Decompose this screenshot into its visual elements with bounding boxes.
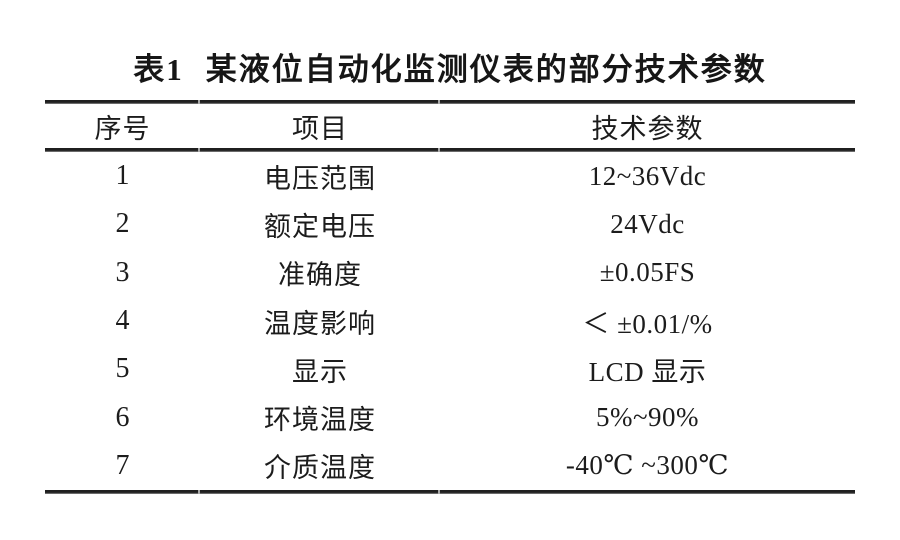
- table-title: 表1 某液位自动化监测仪表的部分技术参数: [0, 50, 900, 90]
- table-row: 7 介质温度 -40℃ ~300℃: [45, 442, 855, 490]
- table-bottom-rule: [45, 490, 855, 495]
- table-row: 1 电压范围 12~36Vdc: [45, 152, 855, 200]
- row-value: ±0.05FS: [599, 257, 696, 288]
- row-value: 12~36Vdc: [588, 160, 707, 191]
- column-header-param: 技术参数: [591, 113, 704, 144]
- row-value: LCD 显示: [588, 356, 707, 387]
- table-title-label: 表1: [133, 52, 184, 87]
- row-no: 6: [115, 401, 130, 433]
- column-header-no: 序号: [94, 113, 151, 144]
- row-value: -40℃ ~300℃: [565, 450, 730, 481]
- row-value: ＜ ±0.01/%: [582, 308, 713, 339]
- row-value: 24Vdc: [610, 208, 685, 239]
- row-no: 5: [115, 353, 130, 385]
- table-row: 4 温度影响 ＜ ±0.01/%: [45, 297, 855, 345]
- row-no: 2: [115, 208, 130, 240]
- table-row: 3 准确度 ±0.05FS: [45, 249, 855, 297]
- row-no: 1: [115, 160, 130, 192]
- row-item: 介质温度: [264, 453, 376, 484]
- rule-joint: [198, 100, 200, 104]
- column-header-item: 项目: [292, 113, 348, 144]
- rule-joint: [198, 148, 200, 152]
- row-no: 7: [115, 449, 130, 481]
- parameters-table: 序号 项目 技术参数 1 电压范围 12~36Vdc 2 额定电压 24Vdc …: [45, 100, 855, 495]
- table-top-rule: [45, 100, 855, 104]
- row-item: 环境温度: [264, 405, 376, 436]
- table-title-text: 某液位自动化监测仪表的部分技术参数: [205, 52, 767, 87]
- rule-joint: [198, 490, 200, 495]
- rule-joint: [438, 148, 440, 152]
- table-row: 2 额定电压 24Vdc: [45, 200, 855, 248]
- row-item: 额定电压: [264, 211, 376, 242]
- rule-joint: [438, 100, 440, 104]
- row-item: 电压范围: [264, 163, 376, 194]
- table-row: 5 显示 LCD 显示: [45, 345, 855, 393]
- row-no: 3: [115, 256, 130, 288]
- row-item: 显示: [292, 356, 348, 387]
- table-header-row: 序号 项目 技术参数: [45, 104, 855, 148]
- row-item: 温度影响: [264, 308, 376, 339]
- row-value: 5%~90%: [595, 402, 700, 433]
- row-item: 准确度: [278, 260, 362, 291]
- table-row: 6 环境温度 5%~90%: [45, 393, 855, 441]
- table-header-rule: [45, 148, 855, 152]
- rule-joint: [438, 490, 440, 495]
- row-no: 4: [115, 305, 130, 337]
